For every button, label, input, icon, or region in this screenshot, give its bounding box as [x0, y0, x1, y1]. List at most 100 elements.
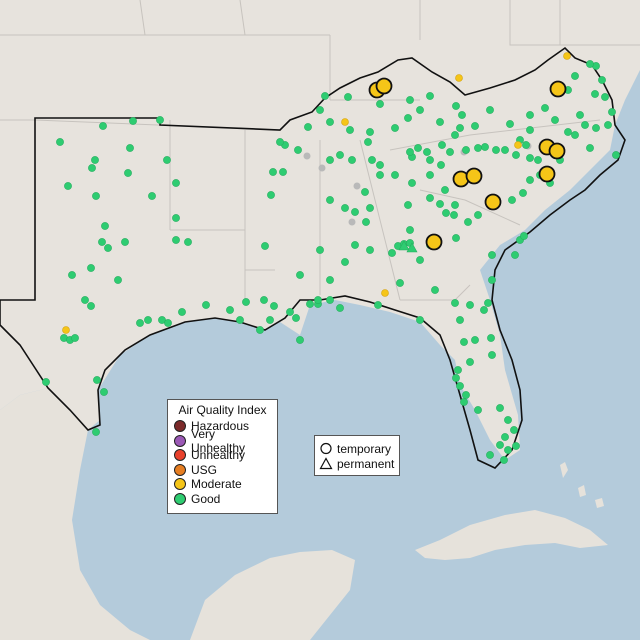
station-marker-good[interactable] — [99, 122, 107, 130]
station-marker-good[interactable] — [471, 122, 479, 130]
station-marker-good[interactable] — [484, 299, 492, 307]
station-marker-good[interactable] — [267, 191, 275, 199]
station-marker-good[interactable] — [510, 426, 518, 434]
station-marker-good[interactable] — [366, 246, 374, 254]
station-marker-good[interactable] — [441, 186, 449, 194]
station-marker-good[interactable] — [452, 102, 460, 110]
station-marker-good[interactable] — [71, 334, 79, 342]
station-marker-good[interactable] — [426, 194, 434, 202]
station-marker-good[interactable] — [156, 116, 164, 124]
station-marker-good[interactable] — [178, 308, 186, 316]
station-marker-good[interactable] — [586, 144, 594, 152]
station-marker-good[interactable] — [452, 234, 460, 242]
station-marker-good[interactable] — [466, 301, 474, 309]
station-marker-permanent-good[interactable] — [406, 242, 418, 253]
station-marker-good[interactable] — [163, 156, 171, 164]
station-marker-good[interactable] — [522, 141, 530, 149]
station-marker-good[interactable] — [362, 218, 370, 226]
station-marker-good[interactable] — [456, 124, 464, 132]
station-marker-good[interactable] — [512, 442, 520, 450]
station-marker-permanent-good[interactable] — [398, 240, 410, 251]
station-marker-good[interactable] — [202, 301, 210, 309]
station-marker-good[interactable] — [496, 441, 504, 449]
station-marker-good[interactable] — [326, 196, 334, 204]
station-marker-good[interactable] — [388, 249, 396, 257]
station-marker-good[interactable] — [571, 72, 579, 80]
station-marker-good[interactable] — [486, 106, 494, 114]
station-marker-good[interactable] — [172, 236, 180, 244]
station-marker-good[interactable] — [292, 314, 300, 322]
station-marker-good[interactable] — [391, 124, 399, 132]
station-marker-good[interactable] — [526, 176, 534, 184]
station-marker-moderate-temporary[interactable] — [484, 193, 502, 211]
station-marker-good[interactable] — [374, 301, 382, 309]
station-marker-good[interactable] — [376, 161, 384, 169]
station-marker-good[interactable] — [351, 241, 359, 249]
station-marker-moderate[interactable] — [514, 141, 522, 149]
station-marker-good[interactable] — [520, 232, 528, 240]
station-marker-good[interactable] — [124, 169, 132, 177]
station-marker-good[interactable] — [101, 222, 109, 230]
station-marker-good[interactable] — [612, 151, 620, 159]
station-marker-good[interactable] — [269, 168, 277, 176]
station-marker-moderate[interactable] — [563, 52, 571, 60]
station-marker-good[interactable] — [326, 276, 334, 284]
station-marker-good[interactable] — [404, 201, 412, 209]
station-marker-moderate[interactable] — [381, 289, 389, 297]
station-marker-good[interactable] — [164, 319, 172, 327]
station-marker-good[interactable] — [266, 316, 274, 324]
station-marker-good[interactable] — [450, 211, 458, 219]
station-marker-good[interactable] — [344, 93, 352, 101]
station-marker-good[interactable] — [104, 244, 112, 252]
station-marker-moderate[interactable] — [341, 118, 349, 126]
station-marker-good[interactable] — [126, 144, 134, 152]
station-marker-moderate-temporary[interactable] — [375, 77, 393, 95]
station-marker-good[interactable] — [270, 302, 278, 310]
station-marker-good[interactable] — [294, 146, 302, 154]
station-marker-good[interactable] — [88, 164, 96, 172]
station-marker-good[interactable] — [64, 182, 72, 190]
station-marker-good[interactable] — [460, 398, 468, 406]
station-marker-good[interactable] — [426, 92, 434, 100]
station-marker-good[interactable] — [452, 374, 460, 382]
station-marker-good[interactable] — [256, 326, 264, 334]
station-marker-good[interactable] — [480, 306, 488, 314]
station-marker-good[interactable] — [114, 276, 122, 284]
station-marker-good[interactable] — [601, 93, 609, 101]
station-marker-good[interactable] — [314, 296, 322, 304]
station-marker-good[interactable] — [366, 204, 374, 212]
station-marker-good[interactable] — [416, 106, 424, 114]
station-marker-good[interactable] — [508, 196, 516, 204]
monitoring-stations[interactable] — [42, 52, 620, 464]
station-marker-good[interactable] — [541, 104, 549, 112]
station-marker-good[interactable] — [456, 382, 464, 390]
station-marker-good[interactable] — [486, 451, 494, 459]
station-marker-good[interactable] — [172, 179, 180, 187]
station-marker-good[interactable] — [501, 146, 509, 154]
station-marker-good[interactable] — [326, 156, 334, 164]
station-marker-good[interactable] — [361, 188, 369, 196]
station-marker-good[interactable] — [408, 179, 416, 187]
station-marker-good[interactable] — [306, 300, 314, 308]
station-marker-good[interactable] — [466, 358, 474, 366]
station-marker-good[interactable] — [526, 126, 534, 134]
station-marker-good[interactable] — [586, 60, 594, 68]
station-marker-good[interactable] — [500, 456, 508, 464]
station-marker-good[interactable] — [91, 156, 99, 164]
station-marker-good[interactable] — [512, 151, 520, 159]
station-marker-good[interactable] — [341, 258, 349, 266]
station-marker-good[interactable] — [56, 138, 64, 146]
station-marker-good[interactable] — [451, 201, 459, 209]
station-marker-good[interactable] — [451, 299, 459, 307]
station-marker-good[interactable] — [336, 151, 344, 159]
station-marker-good[interactable] — [436, 118, 444, 126]
station-marker-good[interactable] — [68, 271, 76, 279]
station-marker-good[interactable] — [336, 304, 344, 312]
station-marker-good[interactable] — [296, 271, 304, 279]
station-marker-good[interactable] — [416, 316, 424, 324]
station-marker-good[interactable] — [129, 117, 137, 125]
station-marker-good[interactable] — [458, 111, 466, 119]
station-marker-good[interactable] — [341, 204, 349, 212]
station-marker-good[interactable] — [526, 111, 534, 119]
